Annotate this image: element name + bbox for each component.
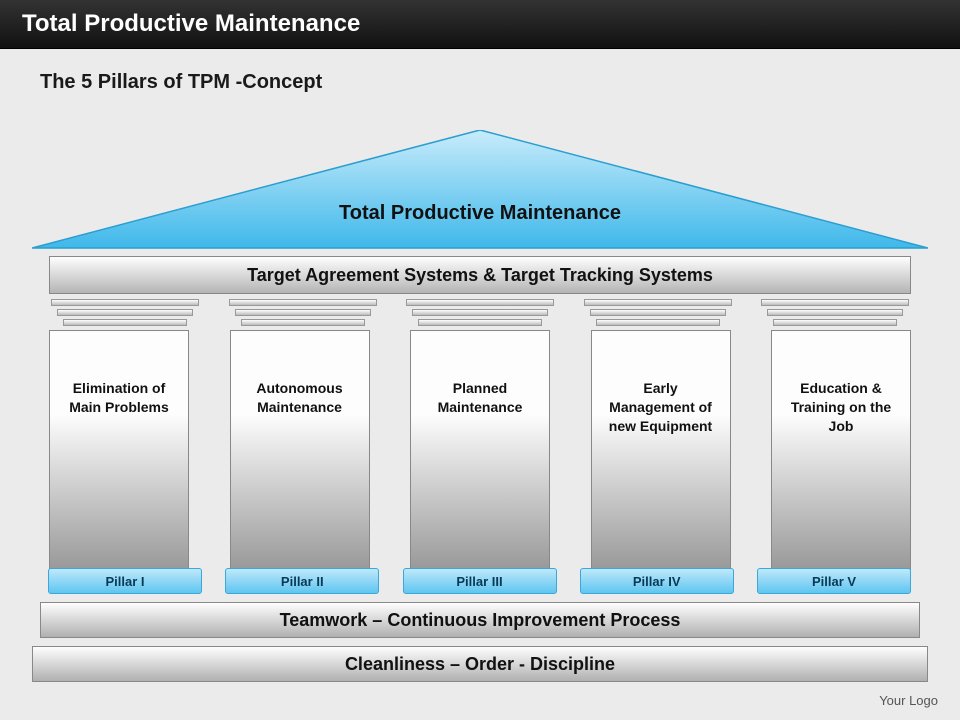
subtitle: The 5 Pillars of TPM -Concept xyxy=(40,71,960,94)
logo-placeholder: Your Logo xyxy=(879,693,938,708)
foundation-2-text: Cleanliness – Order - Discipline xyxy=(345,654,615,675)
pillar-4: Early Management of new Equipment xyxy=(591,330,731,570)
pillar-1: Elimination of Main Problems xyxy=(49,330,189,570)
foundation-2: Cleanliness – Order - Discipline xyxy=(32,646,928,682)
pillar-text: Education & Training on the Job xyxy=(782,379,900,436)
pillar-label-4: Pillar IV xyxy=(580,568,734,594)
pillar-label-2: Pillar II xyxy=(225,568,379,594)
pillar-text: Early Management of new Equipment xyxy=(602,379,720,436)
pillar-text: Elimination of Main Problems xyxy=(60,379,178,417)
page-title: Total Productive Maintenance xyxy=(22,10,360,37)
pillar-text: Autonomous Maintenance xyxy=(241,379,359,417)
capital xyxy=(582,299,734,326)
roof-text: Total Productive Maintenance xyxy=(32,202,928,225)
foundation-1: Teamwork – Continuous Improvement Proces… xyxy=(40,602,920,638)
pillar-3: Planned Maintenance xyxy=(410,330,550,570)
pillar-2: Autonomous Maintenance xyxy=(230,330,370,570)
pillar-label-5: Pillar V xyxy=(757,568,911,594)
beam: Target Agreement Systems & Target Tracki… xyxy=(49,256,911,294)
foundation-1-text: Teamwork – Continuous Improvement Proces… xyxy=(280,610,681,631)
pillar-labels-row: Pillar I Pillar II Pillar III Pillar IV … xyxy=(49,568,911,594)
pillar-5: Education & Training on the Job xyxy=(771,330,911,570)
pillar-text: Planned Maintenance xyxy=(421,379,539,417)
pillar-label-1: Pillar I xyxy=(48,568,202,594)
capitals-row xyxy=(49,294,911,326)
roof-triangle-icon xyxy=(32,130,928,250)
title-bar: Total Productive Maintenance xyxy=(0,0,960,49)
pillars-row: Elimination of Main Problems Autonomous … xyxy=(49,330,911,570)
capital xyxy=(227,299,379,326)
beam-text: Target Agreement Systems & Target Tracki… xyxy=(247,265,713,286)
pillar-label-3: Pillar III xyxy=(403,568,557,594)
capital xyxy=(49,299,201,326)
tpm-diagram: Total Productive Maintenance Target Agre… xyxy=(30,130,930,682)
capital xyxy=(759,299,911,326)
capital xyxy=(404,299,556,326)
roof: Total Productive Maintenance xyxy=(32,130,928,250)
